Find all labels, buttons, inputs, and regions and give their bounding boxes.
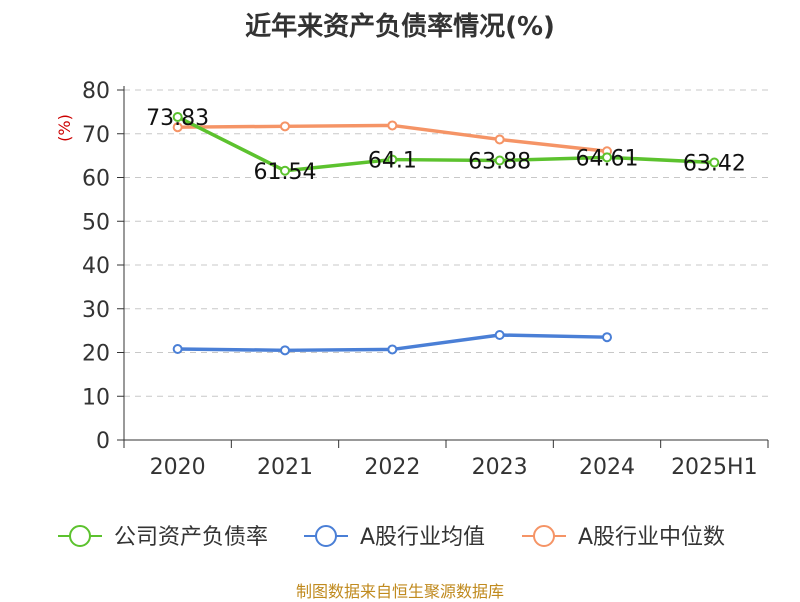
data-point-1-0	[172, 344, 183, 354]
y-tick-label-20: 20	[82, 342, 110, 367]
x-tick-label-2025H1: 2025H1	[671, 455, 758, 480]
y-tick-label-40: 40	[82, 254, 110, 279]
data-label-4: 64.61	[576, 146, 639, 171]
y-tick-label-50: 50	[82, 210, 110, 235]
axes: 0 10 20 30 40 50 60 70 80 2020 2021 2022 2023 2024 202…	[55, 79, 769, 480]
data-point-1-1	[280, 345, 290, 356]
data-label-2: 64.1	[368, 149, 417, 174]
data-labels: 73.83 61.54 64.1 63.88 64.61 63.42	[146, 106, 746, 185]
chart-title: 近年来资产负债率情况(%)	[245, 12, 555, 42]
y-tick-label-10: 10	[82, 385, 110, 410]
y-tick-label-0: 0	[96, 429, 110, 454]
legend-marker-0	[69, 525, 91, 547]
x-tick-label-2021: 2021	[257, 455, 313, 480]
y-tick-label-30: 30	[82, 298, 110, 323]
data-point-2-2	[387, 120, 398, 131]
x-tick-label-2020: 2020	[150, 455, 206, 480]
data-label-3: 63.88	[468, 150, 531, 175]
data-point-0-4	[602, 152, 612, 163]
legend-label-2: A股行业中位数	[578, 525, 725, 550]
y-tick-label-70: 70	[82, 123, 110, 148]
legend-marker-2	[533, 525, 555, 547]
data-point-0-3	[494, 155, 505, 166]
series-line-0	[176, 115, 715, 173]
data-point-0-2	[387, 154, 398, 165]
data-label-1: 61.54	[254, 160, 317, 185]
y-tick-label-80: 80	[82, 79, 110, 104]
source-note: 制图数据来自恒生聚源数据库	[295, 582, 504, 601]
legend-marker-1	[315, 525, 337, 547]
legend-label-0: 公司资产负债率	[114, 525, 268, 550]
legend: 公司资产负债率 A股行业均值 A股行业中位数	[58, 525, 725, 550]
data-point-0-0	[172, 111, 183, 122]
x-tick-label-2023: 2023	[472, 455, 528, 480]
data-point-1-2	[387, 344, 398, 355]
data-label-5: 63.42	[683, 152, 746, 177]
data-point-2-3	[494, 134, 505, 145]
data-point-0-5	[709, 157, 720, 168]
y-tick-label-60: 60	[82, 167, 110, 192]
data-label-0: 73.83	[146, 106, 209, 131]
data-point-0-1	[280, 165, 290, 176]
x-tick-label-2024: 2024	[579, 455, 635, 480]
y-axis-label: (%)	[55, 114, 74, 142]
data-point-2-1	[280, 121, 290, 132]
data-point-1-4	[602, 332, 612, 343]
data-point-2-0	[172, 122, 183, 133]
data-point-1-3	[494, 330, 505, 340]
legend-label-1: A股行业均值	[360, 525, 485, 550]
x-tick-label-2022: 2022	[364, 455, 420, 480]
series-lines	[172, 111, 720, 356]
